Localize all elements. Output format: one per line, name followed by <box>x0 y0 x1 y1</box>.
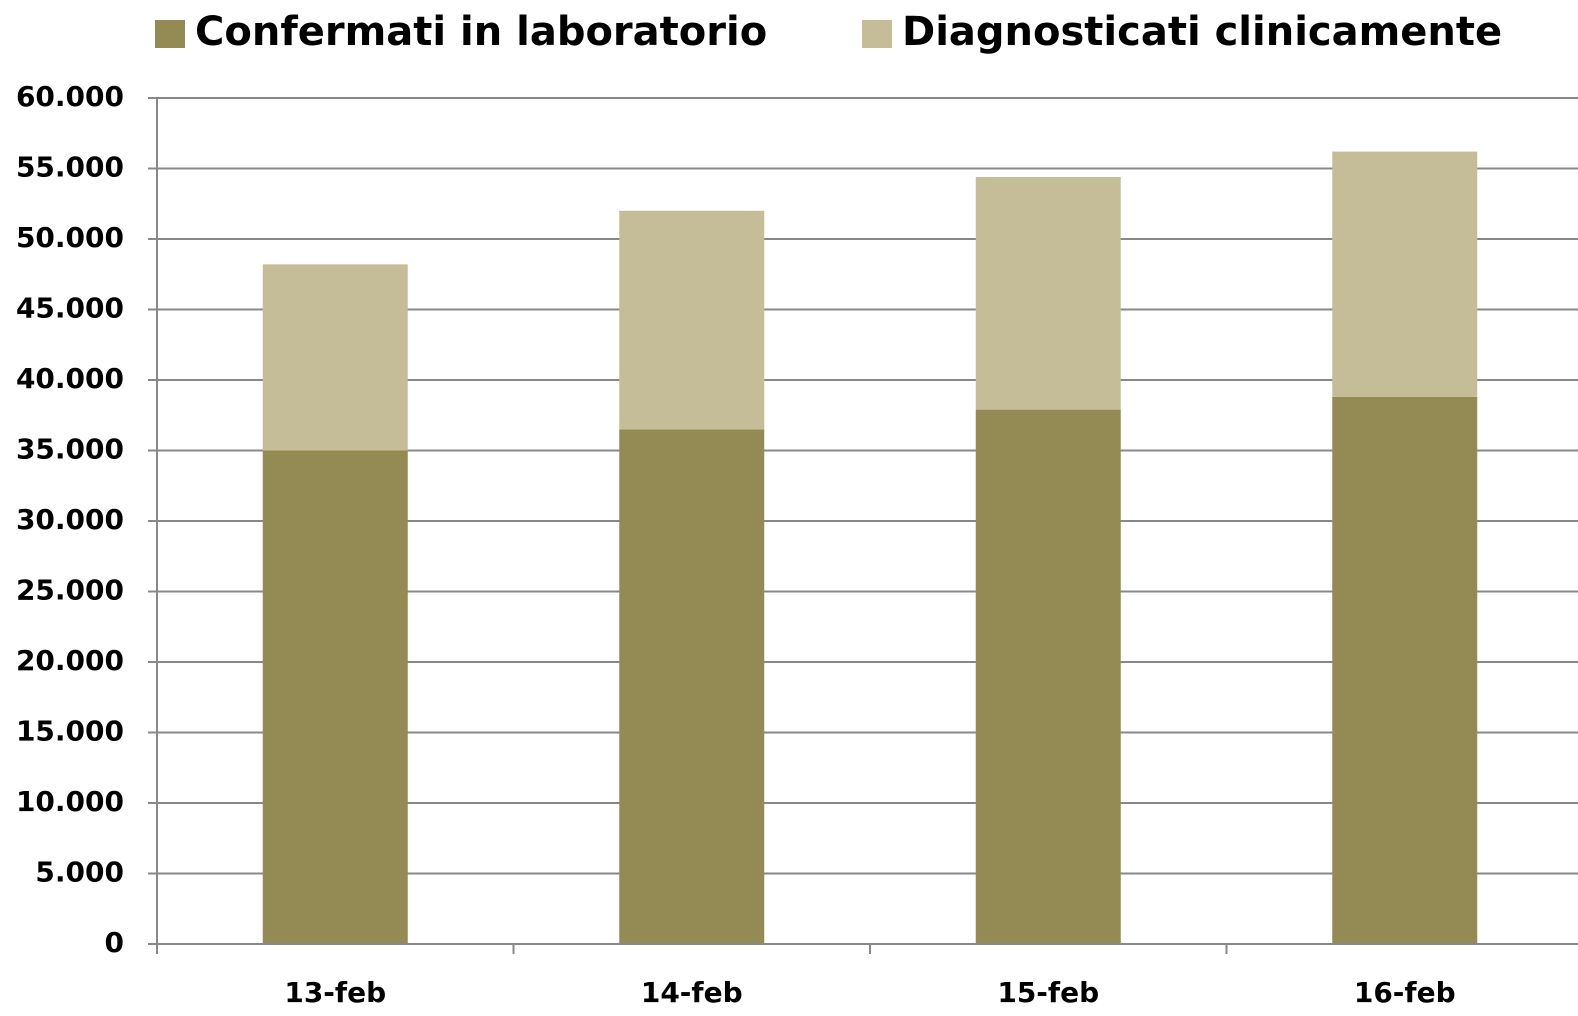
bar-segment <box>1332 151 1478 397</box>
y-tick-label: 0 <box>105 926 124 959</box>
bar-segment <box>619 429 765 945</box>
y-tick-label: 55.000 <box>16 151 124 184</box>
y-tick-label: 5.000 <box>35 856 124 889</box>
x-tick-label: 14-feb <box>641 976 743 1009</box>
y-tick-label: 45.000 <box>16 292 124 325</box>
x-tick-label: 13-feb <box>284 976 386 1009</box>
legend-swatch <box>862 20 892 48</box>
legend-label: Diagnosticati clinicamente <box>902 9 1502 55</box>
y-tick-label: 25.000 <box>16 574 124 607</box>
bar-segment <box>262 264 408 451</box>
y-tick-label: 30.000 <box>16 503 124 536</box>
x-tick-label: 16-feb <box>1354 976 1456 1009</box>
bar-segment <box>975 176 1121 410</box>
y-tick-label: 50.000 <box>16 221 124 254</box>
bar-segment <box>975 409 1121 944</box>
bar-segment <box>1332 396 1478 944</box>
y-tick-label: 15.000 <box>16 715 124 748</box>
y-tick-label: 20.000 <box>16 644 124 677</box>
legend-label: Confermati in laboratorio <box>195 9 767 55</box>
x-tick-label: 15-feb <box>997 976 1099 1009</box>
bar-segment <box>619 210 765 430</box>
legend-swatch <box>155 20 185 48</box>
y-tick-label: 40.000 <box>16 362 124 395</box>
bar-segment <box>262 450 408 944</box>
y-tick-label: 10.000 <box>16 785 124 818</box>
y-tick-label: 35.000 <box>16 433 124 466</box>
y-tick-label: 60.000 <box>16 80 124 113</box>
